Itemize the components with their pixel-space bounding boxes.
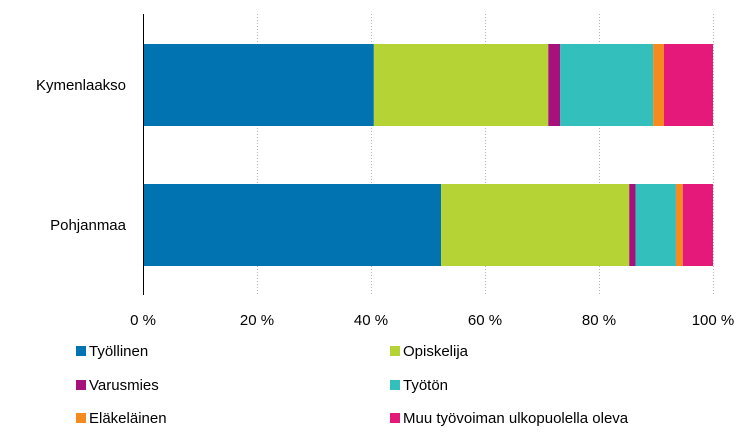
bar-segment-1-0 xyxy=(143,184,442,266)
legend-swatch-5 xyxy=(390,413,400,423)
legend-swatch-1 xyxy=(390,346,400,356)
legend-swatch-3 xyxy=(390,380,400,390)
bar-segment-1-5 xyxy=(682,184,713,266)
x-tick-label-0: 0 % xyxy=(130,312,156,329)
legend-item-5: Muu työvoiman ulkopuolella oleva xyxy=(390,410,629,427)
legend-label-0: Työllinen xyxy=(89,343,148,360)
legend-item-2: Varusmies xyxy=(76,377,159,394)
bar-segment-1-1 xyxy=(441,184,630,266)
legend-item-4: Eläkeläinen xyxy=(76,410,167,427)
legend-label-3: Työtön xyxy=(403,377,448,394)
bar-segment-0-2 xyxy=(548,44,561,126)
legend: Työllinen Opiskelija Varusmies Työtön Eläkel… xyxy=(76,343,629,427)
bar-segment-1-3 xyxy=(635,184,676,266)
bar-segment-0-5 xyxy=(663,44,713,126)
legend-item-1: Opiskelija xyxy=(390,343,469,360)
bar-segment-0-1 xyxy=(373,44,549,126)
x-tick-labels: 0 % 20 % 40 % 60 % 80 % 100 % xyxy=(130,312,734,329)
bar-segment-1-4 xyxy=(675,184,683,266)
legend-swatch-0 xyxy=(76,346,86,356)
legend-item-3: Työtön xyxy=(390,377,448,394)
category-labels: Kymenlaakso Pohjanmaa xyxy=(36,77,127,234)
x-tick-label-1: 20 % xyxy=(240,312,274,329)
legend-item-0: Työllinen xyxy=(76,343,148,360)
legend-label-2: Varusmies xyxy=(89,377,159,394)
legend-swatch-4 xyxy=(76,413,86,423)
legend-label-5: Muu työvoiman ulkopuolella oleva xyxy=(403,410,629,427)
x-tick-label-2: 40 % xyxy=(354,312,388,329)
category-label-0: Kymenlaakso xyxy=(36,77,126,94)
legend-swatch-2 xyxy=(76,380,86,390)
bar-segment-1-2 xyxy=(629,184,636,266)
x-tick-label-4: 80 % xyxy=(582,312,616,329)
bar-segment-0-4 xyxy=(653,44,664,126)
x-tick-label-3: 60 % xyxy=(468,312,502,329)
bars xyxy=(143,44,713,266)
bar-segment-0-3 xyxy=(560,44,654,126)
bar-segment-0-0 xyxy=(143,44,374,126)
legend-label-1: Opiskelija xyxy=(403,343,469,360)
legend-label-4: Eläkeläinen xyxy=(89,410,167,427)
x-tick-label-5: 100 % xyxy=(692,312,735,329)
category-label-1: Pohjanmaa xyxy=(50,217,127,234)
